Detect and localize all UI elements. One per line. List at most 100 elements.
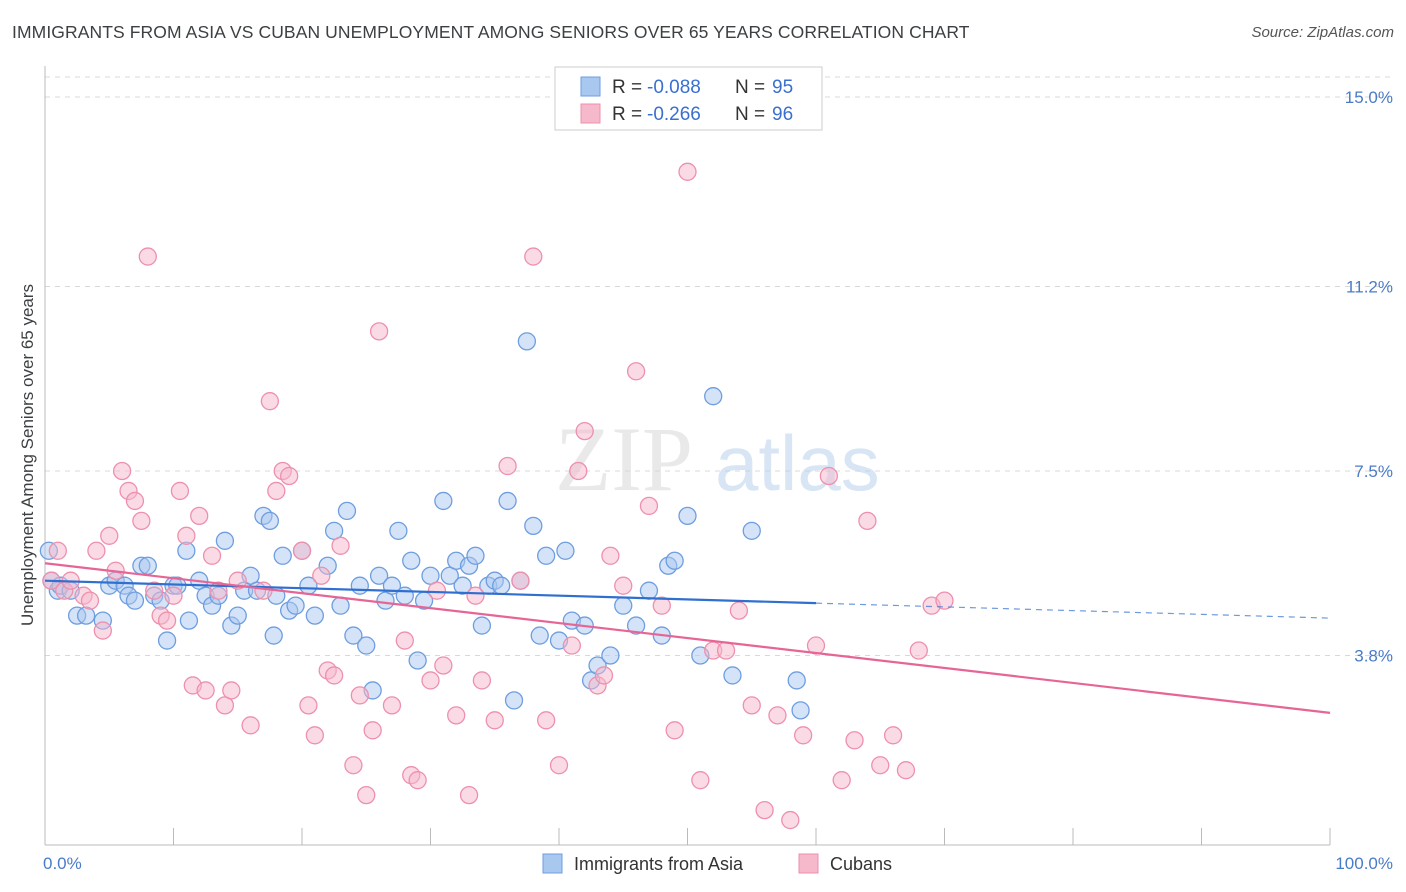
- point-cubans: [331, 536, 350, 555]
- point-cubans: [781, 810, 800, 830]
- x-tick-label-min: 0.0%: [43, 854, 82, 873]
- point-immigrants-from-asia: [466, 546, 485, 565]
- point-cubans: [48, 541, 67, 560]
- point-immigrants-from-asia: [305, 606, 325, 625]
- point-immigrants-from-asia: [665, 551, 684, 570]
- point-cubans: [935, 591, 954, 610]
- point-cubans: [350, 686, 369, 705]
- source-credit: Source: ZipAtlas.com: [1251, 24, 1394, 41]
- legend-r-label-pink: R =: [612, 104, 642, 125]
- point-immigrants-from-asia: [530, 626, 549, 645]
- point-immigrants-from-asia: [678, 506, 697, 526]
- x-tick-label-max: 100.0%: [1335, 854, 1393, 873]
- point-cubans: [524, 247, 543, 266]
- y-tick-label: 3.8%: [1354, 647, 1393, 666]
- point-immigrants-from-asia: [626, 616, 646, 635]
- bottom-legend-swatch-pink: [798, 853, 819, 874]
- point-cubans: [170, 481, 190, 501]
- point-immigrants-from-asia: [157, 631, 177, 650]
- point-immigrants-from-asia: [639, 581, 659, 600]
- point-cubans: [395, 631, 414, 650]
- y-tick-label: 11.2%: [1346, 277, 1393, 296]
- point-cubans: [562, 636, 581, 655]
- point-cubans: [254, 581, 273, 600]
- point-immigrants-from-asia: [337, 501, 357, 521]
- point-cubans: [871, 756, 890, 775]
- point-immigrants-from-asia: [498, 491, 517, 511]
- point-cubans: [312, 566, 331, 585]
- point-immigrants-from-asia: [537, 546, 556, 565]
- point-cubans: [639, 496, 659, 516]
- legend-n-label-blue: N =: [735, 77, 765, 98]
- point-cubans: [292, 541, 312, 560]
- y-tick-label: 7.5%: [1354, 462, 1393, 481]
- point-immigrants-from-asia: [742, 521, 761, 540]
- point-immigrants-from-asia: [389, 521, 408, 540]
- point-cubans: [832, 771, 851, 790]
- point-cubans: [549, 756, 569, 775]
- legend-n-value-pink: 96: [772, 104, 793, 125]
- point-immigrants-from-asia: [434, 491, 453, 511]
- y-axis-label: Unemployment Among Seniors over 65 years: [18, 284, 37, 626]
- chart-title: IMMIGRANTS FROM ASIA VS CUBAN UNEMPLOYME…: [12, 22, 970, 42]
- point-cubans: [896, 761, 916, 780]
- legend-r-value-pink: -0.266: [647, 104, 701, 125]
- point-cubans: [883, 726, 903, 745]
- point-cubans: [408, 771, 427, 790]
- point-cubans: [755, 800, 774, 820]
- point-cubans: [794, 726, 813, 745]
- point-cubans: [498, 456, 517, 476]
- point-immigrants-from-asia: [138, 556, 157, 575]
- trend-line-cubans: [44, 562, 1331, 714]
- point-cubans: [112, 461, 132, 481]
- point-cubans: [190, 506, 209, 526]
- point-immigrants-from-asia: [273, 546, 292, 565]
- point-cubans: [909, 641, 928, 660]
- bottom-legend-label-pink: Cubans: [830, 854, 892, 874]
- point-cubans: [177, 526, 196, 545]
- point-immigrants-from-asia: [395, 586, 414, 605]
- watermark-zip: ZIP: [555, 408, 693, 510]
- point-cubans: [511, 571, 530, 590]
- point-cubans: [164, 586, 183, 605]
- point-cubans: [845, 731, 864, 750]
- point-immigrants-from-asia: [614, 596, 633, 615]
- point-cubans: [594, 666, 614, 685]
- point-immigrants-from-asia: [260, 511, 280, 531]
- point-cubans: [729, 601, 749, 620]
- point-cubans: [601, 546, 620, 565]
- point-cubans: [427, 581, 447, 600]
- point-cubans: [363, 721, 382, 740]
- x-axis-ticks: [44, 828, 1331, 845]
- point-cubans: [357, 785, 376, 805]
- point-cubans: [716, 641, 736, 660]
- point-cubans: [369, 322, 389, 341]
- trend-line-immigrants-from-asia-extrapolated: [815, 602, 1331, 619]
- legend-r-label-blue: R =: [612, 77, 642, 98]
- correlation-legend: R = -0.088 N = 95 R = -0.266 N = 96: [554, 66, 823, 131]
- point-cubans: [382, 696, 402, 715]
- point-cubans: [626, 362, 646, 381]
- point-cubans: [260, 392, 280, 411]
- point-immigrants-from-asia: [453, 576, 472, 595]
- point-cubans: [665, 721, 684, 740]
- trend-line-immigrants-from-asia: [44, 579, 817, 605]
- point-cubans: [434, 656, 453, 675]
- legend-r-value-blue: -0.088: [647, 77, 701, 98]
- point-immigrants-from-asia: [791, 701, 810, 720]
- point-cubans: [344, 756, 363, 775]
- point-immigrants-from-asia: [723, 666, 742, 685]
- point-immigrants-from-asia: [787, 671, 806, 690]
- point-cubans: [652, 596, 671, 615]
- point-cubans: [742, 696, 761, 715]
- point-cubans: [202, 546, 222, 565]
- point-immigrants-from-asia: [264, 626, 283, 645]
- point-immigrants-from-asia: [369, 566, 389, 585]
- watermark: ZIP atlas: [555, 408, 880, 510]
- point-cubans: [157, 611, 177, 630]
- point-immigrants-from-asia: [556, 541, 575, 560]
- point-immigrants-from-asia: [504, 691, 524, 710]
- legend-n-label-pink: N =: [735, 104, 765, 125]
- y-tick-label: 15.0%: [1345, 88, 1393, 107]
- series-immigrants-from-asia: [39, 332, 810, 720]
